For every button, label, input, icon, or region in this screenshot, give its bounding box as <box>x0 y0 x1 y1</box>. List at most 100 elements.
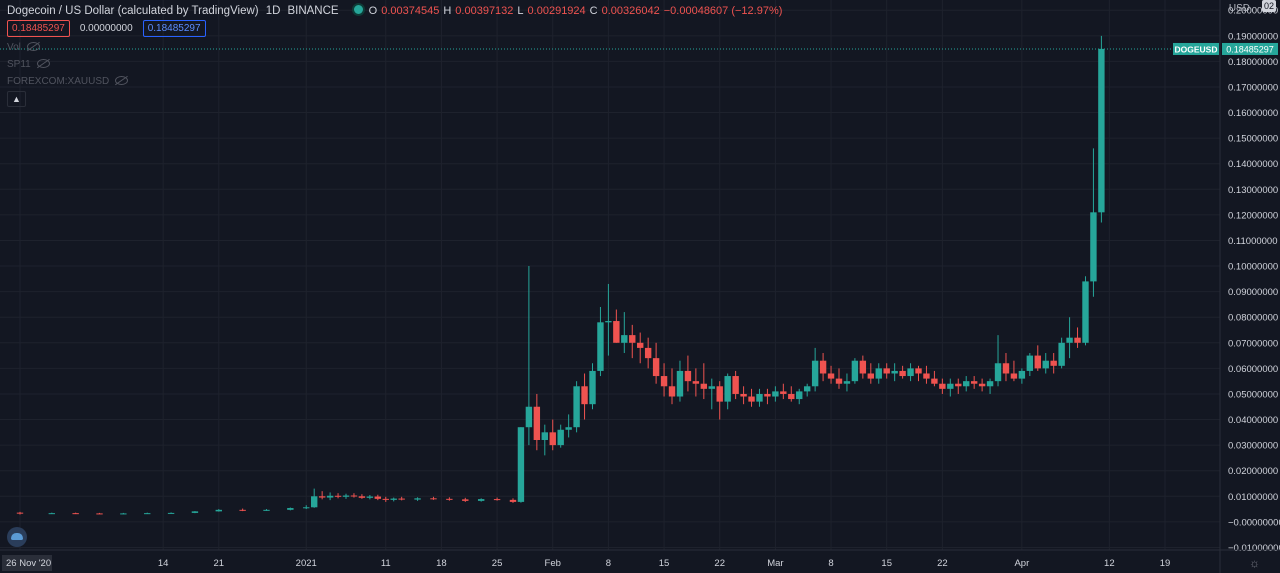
grid-lines <box>0 0 1220 550</box>
candle <box>1034 345 1041 371</box>
hidden-eye-icon[interactable] <box>36 59 50 68</box>
x-tick-label: 14 <box>158 558 169 569</box>
market-open-icon <box>351 3 365 16</box>
candle-body <box>120 513 127 515</box>
spread-value: 0.00000000 <box>79 23 133 34</box>
hidden-eye-icon[interactable] <box>115 76 129 85</box>
y-tick-label: 0.03000000 <box>1228 441 1278 452</box>
candle <box>1026 353 1034 377</box>
candle-body <box>684 370 692 382</box>
candle <box>525 266 533 446</box>
candle <box>287 507 294 511</box>
candle-body <box>597 322 604 371</box>
candle <box>390 497 397 502</box>
candle-body <box>875 368 882 379</box>
price-axis[interactable]: 0.20000000 0.19000000 0.18000000 0.17000000… <box>1219 0 1280 573</box>
y-tick-label: 0.06000000 <box>1228 364 1278 375</box>
candle <box>549 419 556 451</box>
candle-body <box>215 509 222 512</box>
candle <box>684 355 692 392</box>
exchange-label: BINANCE <box>287 5 339 17</box>
candle <box>708 378 715 410</box>
candle <box>978 378 986 392</box>
low-value: 0.00291924 <box>527 5 586 17</box>
y-tick-label: 0.16000000 <box>1228 108 1278 119</box>
candle-body <box>708 386 715 389</box>
candle-body <box>509 499 517 502</box>
candle-body <box>772 391 779 397</box>
low-label: L <box>517 5 524 17</box>
candle-body <box>748 396 755 402</box>
indicator-sp11[interactable]: SP11 <box>7 59 50 70</box>
symbol-price-tag <box>1173 42 1219 55</box>
y-tick-label: 0.13000000 <box>1228 185 1278 196</box>
x-tick-label: 11 <box>381 558 391 569</box>
indicator-vol[interactable]: Vol <box>7 42 40 53</box>
candle <box>1018 368 1026 384</box>
candle-body <box>366 496 374 498</box>
buy-price-button[interactable]: 0.18485297 <box>142 20 206 37</box>
candle-body <box>589 370 596 405</box>
candle-body <box>692 381 700 384</box>
candle <box>700 363 708 400</box>
collapse-legend-button[interactable]: ▲ <box>7 91 26 107</box>
x-tick-label: 8 <box>606 558 611 569</box>
candle <box>477 498 485 502</box>
interval-label[interactable]: 1D <box>265 5 281 17</box>
candle <box>637 332 644 364</box>
candle <box>1082 276 1089 346</box>
settings-gear-icon[interactable]: ☼ <box>1249 556 1260 570</box>
candle-body <box>939 383 946 389</box>
candle-body <box>1066 337 1073 343</box>
candle <box>652 342 660 384</box>
y-tick-label: 0.10000000 <box>1228 262 1278 273</box>
candle-body <box>907 368 914 377</box>
candle-body <box>867 373 874 379</box>
tradingview-logo-icon[interactable] <box>7 527 27 547</box>
candle-body <box>477 499 485 501</box>
sell-price-button[interactable]: 0.18485297 <box>7 20 70 37</box>
candle <box>334 493 342 499</box>
candle-body <box>947 383 954 389</box>
candle-body <box>1074 337 1081 343</box>
candle <box>509 498 517 503</box>
candle <box>350 493 358 498</box>
candle-body <box>891 370 898 374</box>
axis-currency-label[interactable]: USD <box>1228 3 1250 14</box>
candle <box>342 493 350 499</box>
candle <box>120 512 127 515</box>
axis-scale-badge[interactable]: 02 <box>1262 0 1276 12</box>
candle <box>16 511 24 515</box>
candle-body <box>963 381 970 387</box>
indicator-label: FOREXCOM:XAUUSD <box>7 76 110 87</box>
candle <box>311 488 318 508</box>
candle-body <box>613 321 620 343</box>
symbol-title[interactable]: Dogecoin / US Dollar (calculated by Trad… <box>7 5 259 17</box>
close-label: C <box>589 5 598 17</box>
candle <box>756 388 763 407</box>
candle <box>366 495 374 500</box>
candle-body <box>1050 360 1057 366</box>
open-value: 0.00374545 <box>381 5 440 17</box>
time-axis[interactable]: 26 Nov '20 14 21 2021 11 18 25 Feb 8 15 22 Mar 8 15 22… <box>0 549 1280 571</box>
candle-body <box>1026 355 1034 371</box>
candle-body <box>358 496 366 498</box>
candle-body <box>191 511 199 513</box>
candle <box>676 360 684 402</box>
candle-body <box>167 512 175 514</box>
candle <box>764 388 771 405</box>
candle <box>732 370 739 400</box>
indicator-xauusd[interactable]: FOREXCOM:XAUUSD <box>7 76 129 87</box>
hidden-eye-icon[interactable] <box>26 42 40 51</box>
candle <box>955 378 962 394</box>
y-tick-label: 0.18000000 <box>1228 57 1278 68</box>
candle-body <box>652 358 660 377</box>
y-tick-label: 0.19000000 <box>1228 31 1278 42</box>
candle <box>48 512 56 515</box>
candle-body <box>931 378 938 384</box>
candle-body <box>629 335 636 343</box>
candle-body <box>398 498 405 500</box>
y-tick-label: 0.05000000 <box>1228 389 1278 400</box>
y-tick-label: 0.14000000 <box>1228 159 1278 170</box>
